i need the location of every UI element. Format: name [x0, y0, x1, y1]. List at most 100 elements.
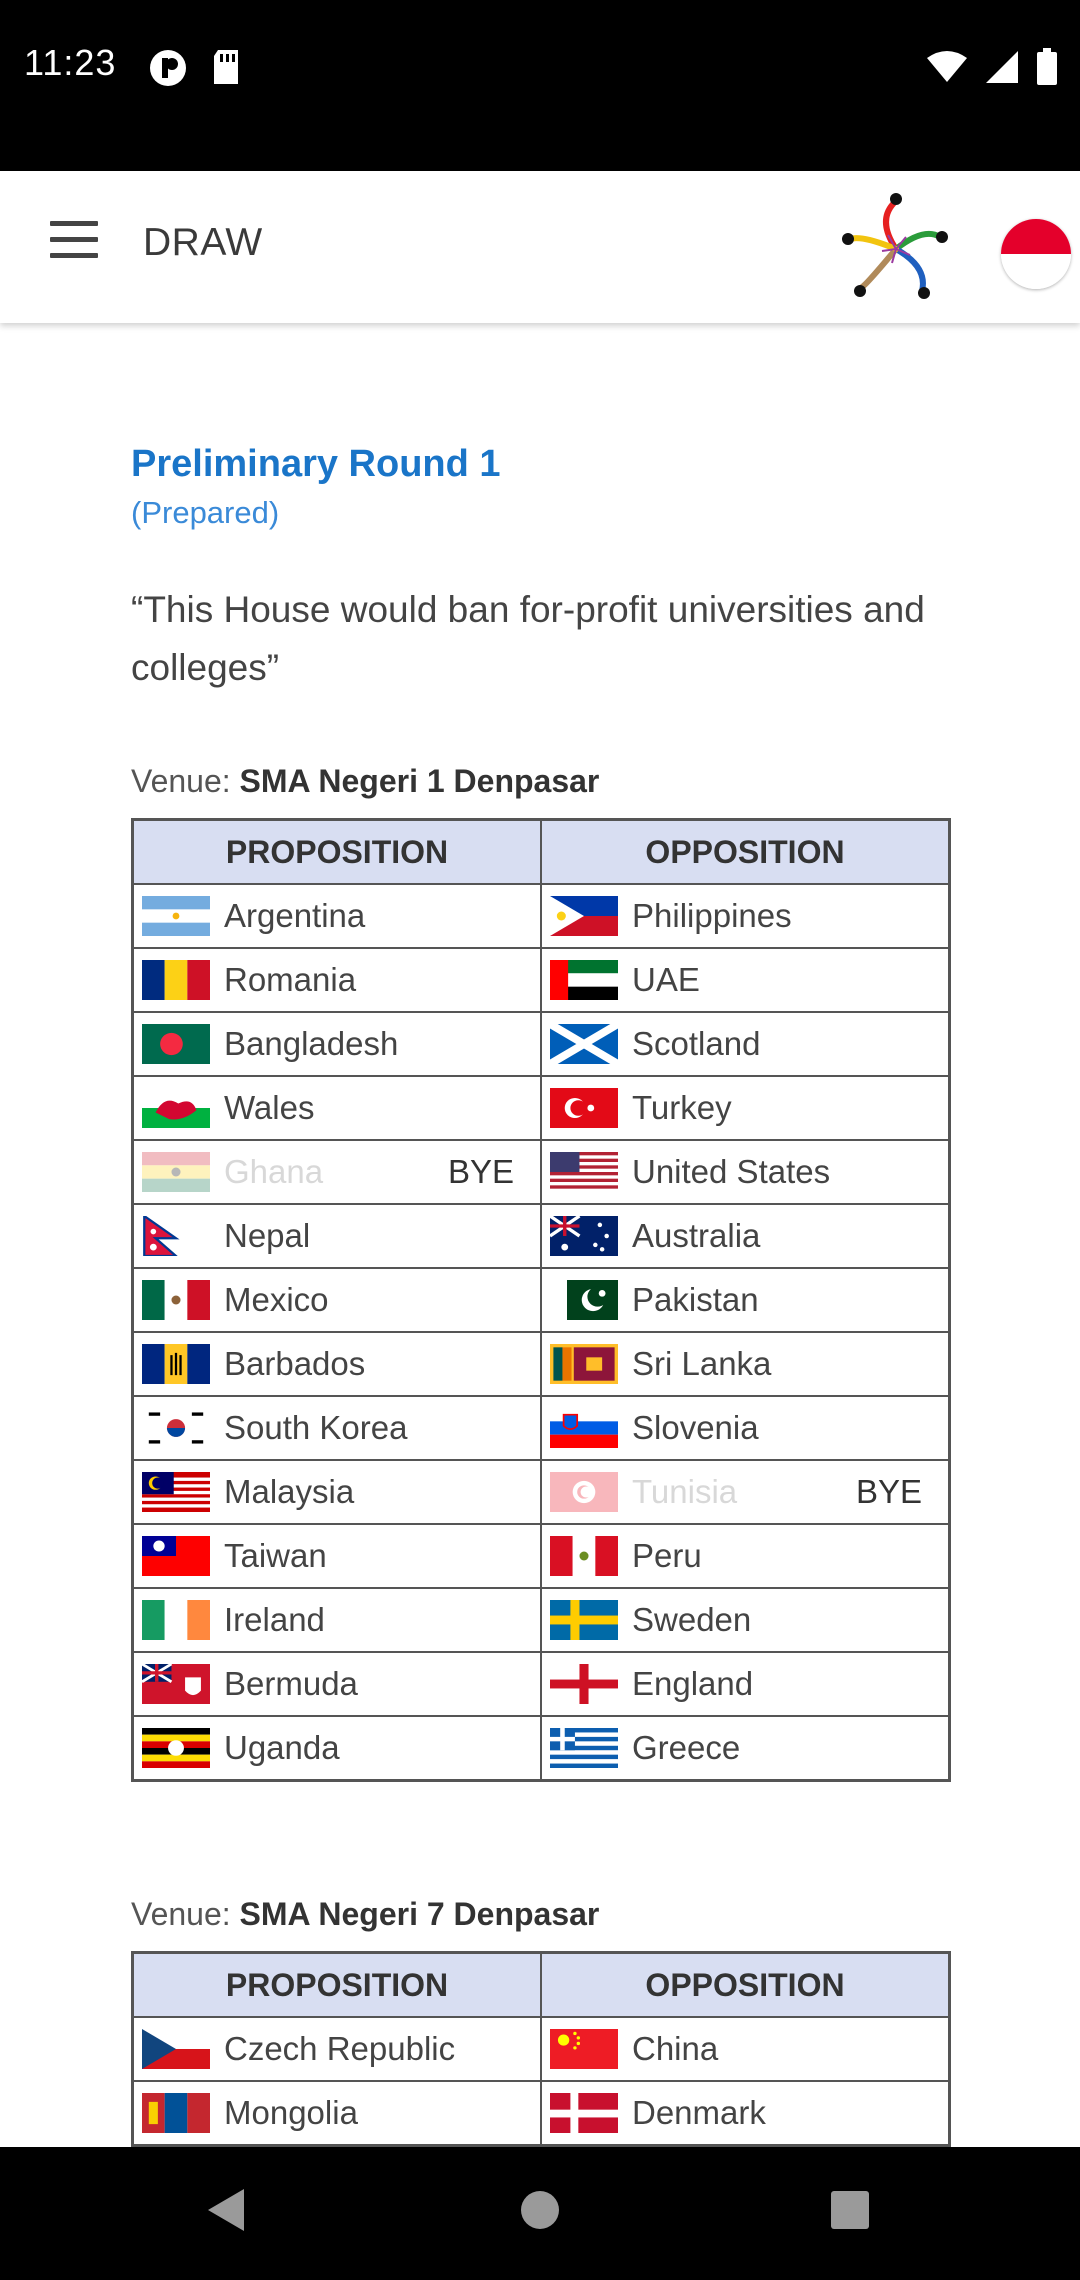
uae-flag-icon: [550, 960, 618, 1000]
home-icon[interactable]: [520, 2187, 560, 2233]
country-name: Slovenia: [632, 1409, 759, 1446]
country-name: Czech Republic: [224, 2030, 456, 2067]
table-row: Uganda Greece: [131, 1715, 951, 1782]
denmark-flag-icon: [550, 2093, 618, 2133]
draw-table: PROPOSITION OPPOSITION Argentina Philippine…: [131, 818, 951, 1782]
opposition-team-cell: Scotland: [540, 1011, 951, 1077]
draw-content[interactable]: Preliminary Round 1 (Prepared) “This Hou…: [0, 323, 1080, 2147]
australia-flag-icon: [550, 1216, 618, 1256]
table-row: Mongolia Denmark: [131, 2080, 951, 2147]
proposition-team-cell: Mexico: [131, 1267, 542, 1333]
table-row: Malaysia Tunisia BYE: [131, 1459, 951, 1525]
country-name: Uganda: [224, 1729, 340, 1766]
country-name: Philippines: [632, 897, 792, 934]
recents-icon[interactable]: [830, 2187, 870, 2233]
table-row: Argentina Philippines: [131, 883, 951, 949]
proposition-team-cell: Wales: [131, 1075, 542, 1141]
venue-label: Venue: SMA Negeri 1 Denpasar: [131, 763, 599, 800]
england-flag-icon: [550, 1664, 618, 1704]
country-name: Sweden: [632, 1601, 752, 1638]
app-bar: DRAW: [0, 171, 1080, 323]
south-korea-flag-icon: [142, 1408, 210, 1448]
ireland-flag-icon: [142, 1600, 210, 1640]
proposition-team-cell: Bermuda: [131, 1651, 542, 1717]
table-row: Ireland Sweden: [131, 1587, 951, 1653]
wales-flag-icon: [142, 1088, 210, 1128]
country-name: Denmark: [632, 2094, 766, 2131]
ghana-flag-icon: [142, 1152, 210, 1192]
country-name: Taiwan: [224, 1537, 327, 1574]
opposition-team-cell: Turkey: [540, 1075, 951, 1141]
tunisia-flag-icon: [550, 1472, 618, 1512]
opposition-header: OPPOSITION: [540, 818, 951, 885]
table-row: Mexico Pakistan: [131, 1267, 951, 1333]
draw-table: PROPOSITION OPPOSITION Czech Republic China…: [131, 1951, 951, 2147]
pakistan-flag-icon: [550, 1280, 618, 1320]
country-name: Mexico: [224, 1281, 329, 1318]
opposition-team-cell: China: [540, 2016, 951, 2082]
country-name: Australia: [632, 1217, 761, 1254]
proposition-team-cell: Ghana BYE: [131, 1139, 542, 1205]
opposition-team-cell: Slovenia: [540, 1395, 951, 1461]
opposition-header: OPPOSITION: [540, 1951, 951, 2018]
table-row: South Korea Slovenia: [131, 1395, 951, 1461]
country-name: Barbados: [224, 1345, 366, 1382]
table-header-row: PROPOSITION OPPOSITION: [131, 818, 951, 885]
malaysia-flag-icon: [142, 1472, 210, 1512]
notification-app-icon: [150, 50, 186, 86]
table-row: Czech Republic China: [131, 2016, 951, 2082]
table-header-row: PROPOSITION OPPOSITION: [131, 1951, 951, 2018]
round-subtitle: (Prepared): [131, 495, 280, 530]
sweden-flag-icon: [550, 1600, 618, 1640]
opposition-team-cell: Peru: [540, 1523, 951, 1589]
status-bar: 11:23: [0, 0, 1080, 171]
back-icon[interactable]: [206, 2187, 246, 2233]
venue-label: Venue: SMA Negeri 7 Denpasar: [131, 1896, 599, 1933]
table-row: Bermuda England: [131, 1651, 951, 1717]
scotland-flag-icon: [550, 1024, 618, 1064]
opposition-team-cell: Australia: [540, 1203, 951, 1269]
proposition-team-cell: Ireland: [131, 1587, 542, 1653]
country-name: Bangladesh: [224, 1025, 399, 1062]
table-row: Bangladesh Scotland: [131, 1011, 951, 1077]
country-name: Bermuda: [224, 1665, 358, 1702]
round-title: Preliminary Round 1: [131, 443, 501, 485]
country-name: England: [632, 1665, 754, 1702]
opposition-team-cell: Pakistan: [540, 1267, 951, 1333]
language-indonesia-flag-icon[interactable]: [1001, 219, 1071, 289]
venue-prefix: Venue:: [131, 1896, 240, 1932]
country-name: South Korea: [224, 1409, 408, 1446]
czech-republic-flag-icon: [142, 2029, 210, 2069]
battery-icon: [1037, 48, 1057, 85]
venue-prefix: Venue:: [131, 763, 240, 799]
proposition-team-cell: Mongolia: [131, 2080, 542, 2147]
opposition-team-cell: Tunisia BYE: [540, 1459, 951, 1525]
country-name: Ghana: [224, 1153, 324, 1190]
country-name: United States: [632, 1153, 831, 1190]
mexico-flag-icon: [142, 1280, 210, 1320]
proposition-team-cell: Romania: [131, 947, 542, 1013]
table-row: Nepal Australia: [131, 1203, 951, 1269]
slovenia-flag-icon: [550, 1408, 618, 1448]
uganda-flag-icon: [142, 1728, 210, 1768]
status-time: 11:23: [24, 42, 117, 83]
proposition-team-cell: Czech Republic: [131, 2016, 542, 2082]
opposition-team-cell: Denmark: [540, 2080, 951, 2147]
proposition-team-cell: Nepal: [131, 1203, 542, 1269]
proposition-team-cell: Bangladesh: [131, 1011, 542, 1077]
proposition-team-cell: Argentina: [131, 883, 542, 949]
proposition-header: PROPOSITION: [131, 1951, 542, 2018]
country-name: Greece: [632, 1729, 741, 1766]
country-name: Scotland: [632, 1025, 761, 1062]
peru-flag-icon: [550, 1536, 618, 1576]
bermuda-flag-icon: [142, 1664, 210, 1704]
proposition-header: PROPOSITION: [131, 818, 542, 885]
barbados-flag-icon: [142, 1344, 210, 1384]
bye-label: BYE: [855, 1473, 922, 1510]
menu-button[interactable]: [46, 221, 106, 273]
table-row: Taiwan Peru: [131, 1523, 951, 1589]
wifi-icon: [927, 51, 967, 82]
opposition-team-cell: Philippines: [540, 883, 951, 949]
table-row: Wales Turkey: [131, 1075, 951, 1141]
country-name: Turkey: [632, 1089, 732, 1126]
